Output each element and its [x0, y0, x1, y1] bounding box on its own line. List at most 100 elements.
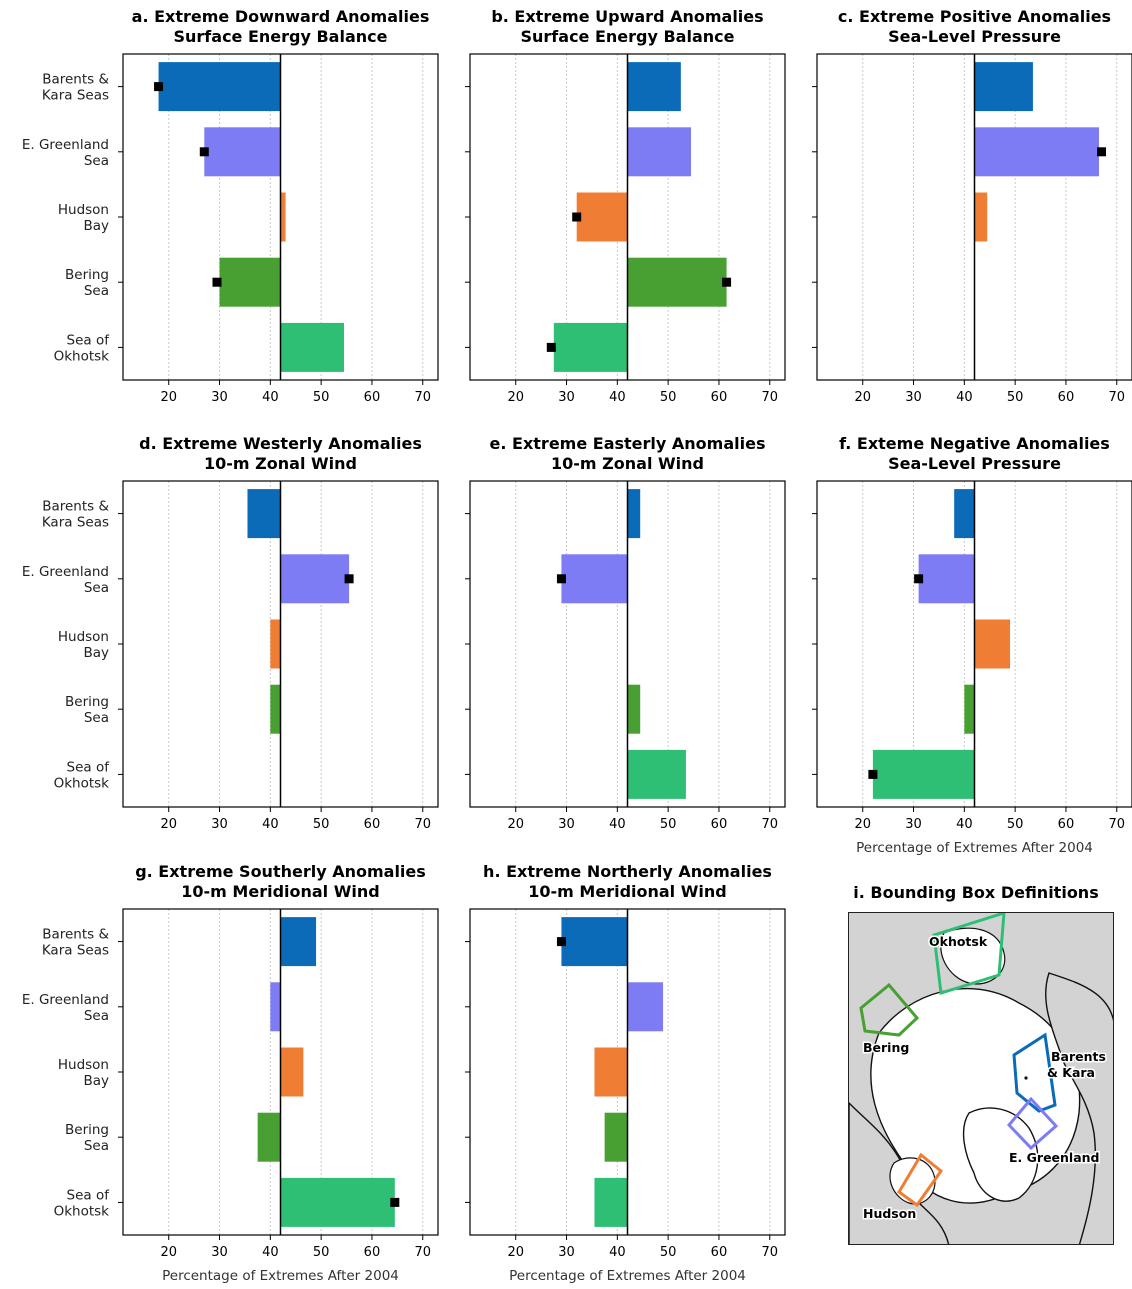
- y-tick-label: E. Greenland: [22, 564, 109, 580]
- x-tick-label: 50: [1007, 390, 1024, 405]
- x-tick-label: 40: [609, 390, 626, 405]
- x-tick-label: 60: [1058, 390, 1075, 405]
- greenland-box: [1006, 1096, 1059, 1151]
- bar-e-greenland-sea: [918, 554, 975, 604]
- x-tick-label: 30: [211, 817, 228, 832]
- x-tick-label: 40: [262, 1245, 279, 1260]
- y-tick-label: Kara Seas: [42, 515, 109, 531]
- map-label-barents: Barents & Kara: [1047, 1049, 1106, 1080]
- bar-e-greenland-sea: [561, 554, 628, 604]
- significance-marker: [572, 212, 582, 222]
- bar-sea-of-okhotsk: [627, 749, 686, 799]
- significance-marker: [868, 769, 878, 779]
- significance-marker: [390, 1197, 400, 1207]
- significance-marker: [344, 574, 354, 584]
- bar-hudson-bay: [270, 619, 281, 669]
- bar-barents-kara-seas: [247, 489, 281, 539]
- bar-barents-kara-seas: [561, 917, 628, 967]
- x-tick-label: 60: [364, 817, 381, 832]
- bar-sea-of-okhotsk: [280, 1177, 395, 1227]
- y-tick-label: Bay: [83, 218, 109, 234]
- bar-barents-kara-seas: [158, 62, 281, 112]
- bar-sea-of-okhotsk: [872, 749, 975, 799]
- x-tick-label: 70: [414, 390, 431, 405]
- bar-e-greenland-sea: [974, 127, 1099, 177]
- bounding-box-map: Okhotsk Bering Barents & Kara E. Greenlan…: [848, 912, 1114, 1245]
- chart-title-line: Surface Energy Balance: [174, 27, 388, 46]
- map-label-hudson: Hudson: [863, 1206, 916, 1221]
- significance-marker: [722, 277, 732, 287]
- bar-bering-sea: [627, 684, 641, 734]
- chart-title-line: e. Extreme Easterly Anomalies: [490, 434, 766, 453]
- bar-hudson-bay: [576, 192, 628, 242]
- bar-sea-of-okhotsk: [594, 1177, 628, 1227]
- x-tick-label: 60: [364, 390, 381, 405]
- y-tick-label: Sea: [84, 580, 109, 596]
- map-label-okhotsk: Okhotsk: [929, 934, 988, 949]
- x-tick-label: 40: [262, 390, 279, 405]
- y-tick-label: Sea: [84, 1008, 109, 1024]
- y-tick-label: Sea: [84, 710, 109, 726]
- bar-hudson-bay: [974, 192, 988, 242]
- x-tick-label: 50: [313, 1245, 330, 1260]
- x-tick-label: 40: [609, 817, 626, 832]
- map-svg: Okhotsk Bering Barents & Kara E. Greenlan…: [849, 913, 1113, 1244]
- x-tick-label: 20: [160, 817, 177, 832]
- bar-e-greenland-sea: [280, 554, 350, 604]
- x-tick-label: 30: [558, 390, 575, 405]
- x-tick-label: 50: [660, 1245, 677, 1260]
- x-tick-label: 60: [711, 390, 728, 405]
- x-axis-label: Percentage of Extremes After 2004: [509, 1268, 746, 1284]
- x-tick-label: 40: [956, 390, 973, 405]
- y-tick-label: Okhotsk: [54, 348, 110, 364]
- significance-marker: [546, 342, 556, 352]
- x-tick-label: 50: [660, 817, 677, 832]
- bar-bering-sea: [270, 684, 281, 734]
- x-tick-label: 20: [160, 390, 177, 405]
- x-tick-label: 70: [761, 817, 778, 832]
- bar-sea-of-okhotsk: [280, 322, 345, 372]
- x-tick-label: 30: [905, 817, 922, 832]
- bar-hudson-bay: [974, 619, 1011, 669]
- bar-barents-kara-seas: [280, 917, 317, 967]
- y-tick-label: Barents &: [42, 499, 109, 515]
- x-tick-label: 70: [414, 817, 431, 832]
- chart-title-line: c. Extreme Positive Anomalies: [838, 7, 1111, 26]
- map-label-bering: Bering: [863, 1040, 909, 1055]
- chart-title-line: Sea-Level Pressure: [888, 454, 1061, 473]
- x-tick-label: 50: [660, 390, 677, 405]
- y-tick-label: Bay: [83, 645, 109, 661]
- x-tick-label: 60: [711, 817, 728, 832]
- y-tick-label: Sea of: [67, 759, 111, 775]
- chart-title-line: 10-m Zonal Wind: [204, 454, 357, 473]
- x-tick-label: 60: [364, 1245, 381, 1260]
- significance-marker: [199, 147, 209, 157]
- y-tick-label: Bering: [65, 267, 109, 283]
- x-tick-label: 40: [262, 817, 279, 832]
- bar-e-greenland-sea: [627, 127, 692, 177]
- bar-e-greenland-sea: [204, 127, 281, 177]
- y-tick-label: Hudson: [58, 629, 109, 645]
- hudson-box: [897, 1152, 944, 1208]
- x-tick-label: 60: [711, 1245, 728, 1260]
- x-tick-label: 40: [609, 1245, 626, 1260]
- bar-barents-kara-seas: [954, 489, 975, 539]
- y-tick-label: Okhotsk: [54, 1203, 110, 1219]
- chart-title-line: Surface Energy Balance: [521, 27, 735, 46]
- map-title: i. Bounding Box Definitions: [853, 883, 1099, 902]
- y-tick-label: Kara Seas: [42, 88, 109, 104]
- significance-marker: [556, 574, 566, 584]
- y-tick-label: Okhotsk: [54, 775, 110, 791]
- bar-hudson-bay: [594, 1047, 628, 1097]
- x-tick-label: 20: [507, 817, 524, 832]
- y-tick-label: Hudson: [58, 202, 109, 218]
- x-tick-label: 70: [1108, 390, 1125, 405]
- bar-e-greenland-sea: [627, 982, 664, 1032]
- bar-bering-sea: [257, 1112, 281, 1162]
- x-tick-label: 20: [160, 1245, 177, 1260]
